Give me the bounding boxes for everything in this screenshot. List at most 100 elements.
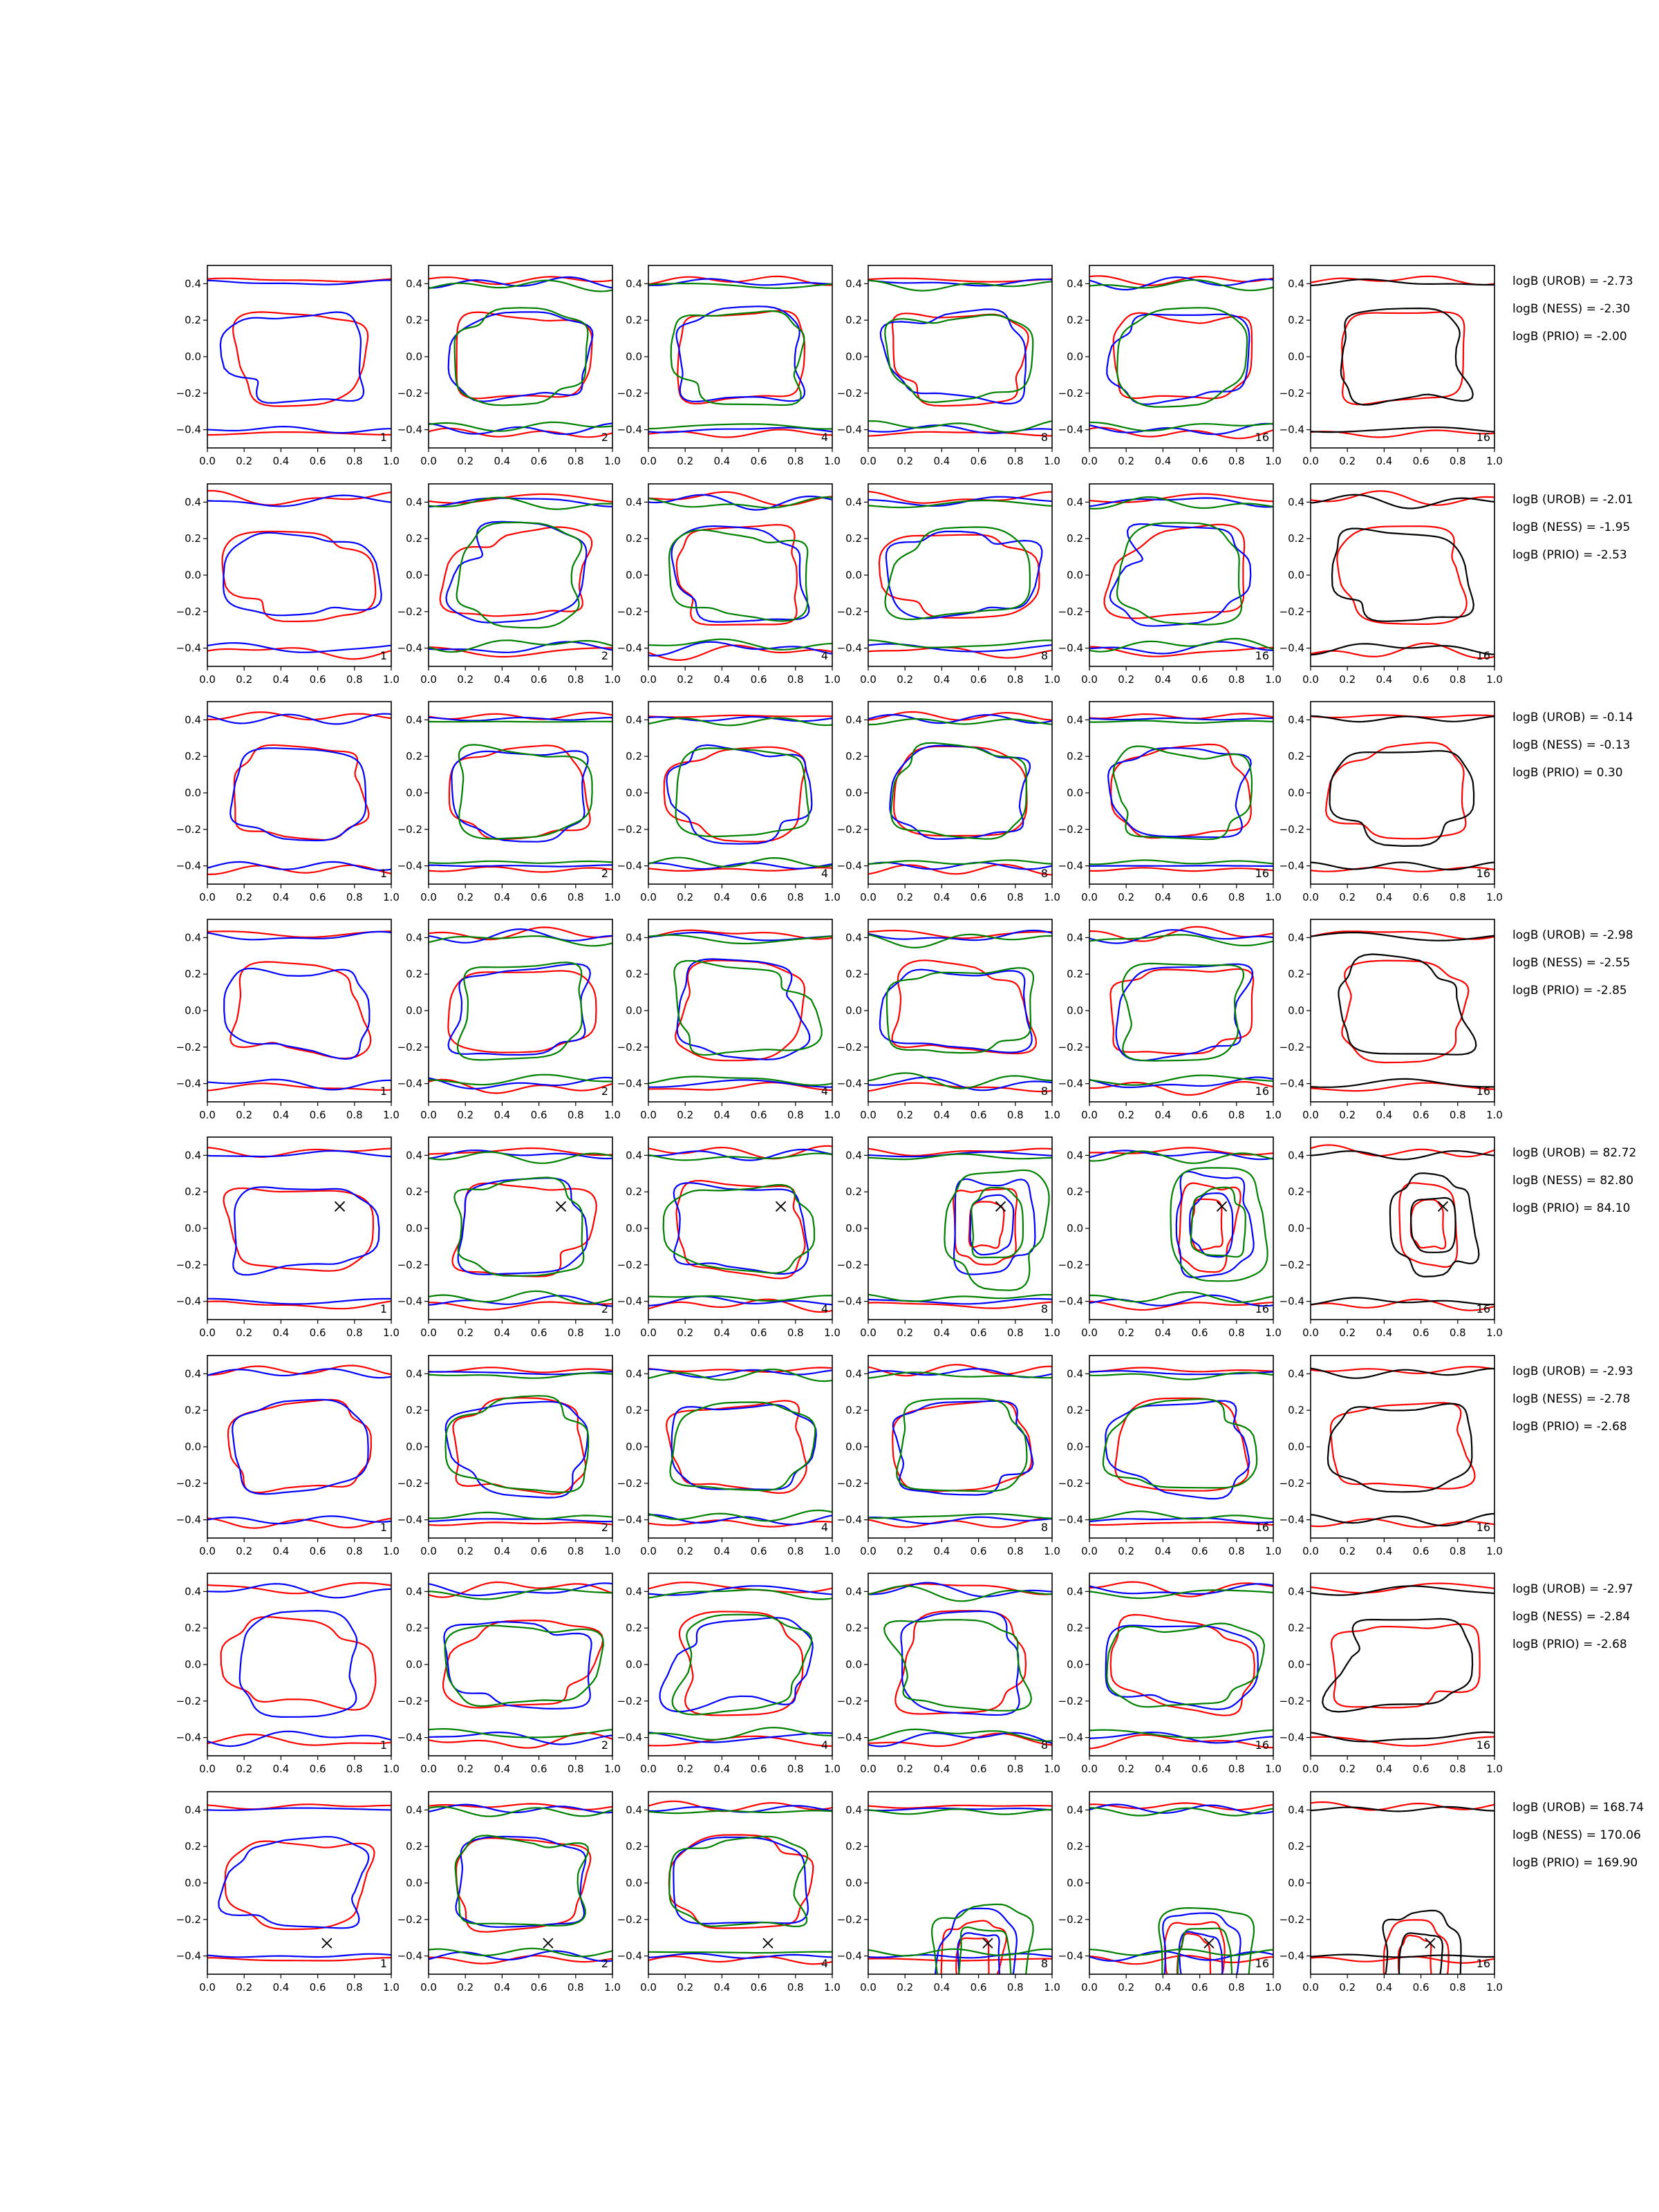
x-tick-label: 1.0	[1044, 1763, 1060, 1775]
x-tick-label: 0.4	[713, 891, 730, 903]
y-tick-label: 0.2	[185, 1622, 201, 1634]
x-tick-label: 0.8	[1228, 1109, 1245, 1121]
blue-contour	[885, 530, 1043, 619]
panel-r5-c5: 0.0 0.2 0.4 0.6 0.8 1.0 0.4 0.2 0.0 −0.2 −0.4 16	[1058, 1136, 1282, 1339]
x-tick-label: 1.0	[383, 455, 400, 467]
x-tick-label: 0.2	[236, 891, 252, 903]
x-tick-label: 0.4	[1376, 1981, 1392, 1994]
y-tick-label: −0.2	[837, 1041, 862, 1053]
panel-frame	[207, 1573, 392, 1756]
y-tick-label: 0.2	[406, 1622, 422, 1634]
red-contour	[232, 311, 369, 407]
x-tick-label: 1.0	[1265, 1981, 1282, 1994]
y-tick-label: 0.0	[185, 350, 201, 363]
y-tick-label: 0.4	[1288, 1367, 1304, 1380]
blue-contour	[969, 1194, 1015, 1256]
x-tick-label: 0.2	[677, 1981, 693, 1994]
x-tick-label: 0.8	[346, 891, 363, 903]
x-tick-label: 0.6	[310, 455, 326, 467]
logb-stat: logB (UROB) = -0.14	[1512, 711, 1633, 724]
x-tick-label: 0.6	[531, 1763, 547, 1775]
x-tick-label: 1.0	[383, 1545, 400, 1557]
green-contour	[1089, 720, 1273, 724]
red-contour	[940, 1920, 1007, 1974]
x-tick-label: 0.6	[971, 673, 987, 686]
blue-contour	[207, 1368, 391, 1379]
y-tick-label: −0.2	[837, 387, 862, 400]
x-tick-label: 0.0	[199, 1545, 216, 1557]
x-tick-label: 0.4	[494, 1763, 510, 1775]
panel-r3-c6: 0.0 0.2 0.4 0.6 0.8 1.0 0.4 0.2 0.0 −0.2 −0.4 16	[1280, 701, 1503, 903]
blue-contour	[207, 279, 391, 285]
x-tick-label: 1.0	[383, 891, 400, 903]
y-tick-label: −0.2	[176, 1041, 201, 1053]
true-value-marker	[334, 1201, 346, 1212]
x-tick-label: 0.0	[640, 1981, 657, 1994]
red-contour	[227, 1398, 372, 1494]
x-tick-label: 0.4	[494, 1545, 510, 1557]
x-tick-label: 1.0	[1265, 1109, 1282, 1121]
panel-r5-c1: 0.0 0.2 0.4 0.6 0.8 1.0 0.4 0.2 0.0 −0.2 −0.4 1	[176, 1136, 400, 1339]
y-tick-label: −0.4	[1280, 1732, 1304, 1744]
y-tick-label: 0.2	[1067, 1840, 1083, 1853]
panel-label: 4	[821, 649, 828, 662]
red-contour	[868, 1732, 1052, 1747]
x-tick-label: 1.0	[1044, 891, 1060, 903]
x-tick-label: 0.8	[346, 673, 363, 686]
x-tick-label: 0.6	[751, 673, 767, 686]
x-tick-label: 0.8	[1450, 1109, 1466, 1121]
blue-contour	[868, 861, 1052, 870]
y-tick-label: −0.2	[176, 1259, 201, 1271]
blue-contour	[429, 1518, 612, 1523]
blue-contour	[957, 1932, 1000, 1974]
blue-contour	[429, 641, 612, 653]
blue-contour	[232, 1398, 369, 1495]
blue-contour	[1089, 717, 1273, 721]
blue-contour	[868, 713, 1052, 724]
green-contour	[454, 1835, 590, 1927]
x-tick-label: 0.0	[1302, 1981, 1319, 1994]
x-tick-label: 0.6	[1192, 673, 1208, 686]
blue-contour	[207, 1515, 391, 1525]
red-contour	[1311, 275, 1494, 286]
x-tick-label: 0.2	[897, 1545, 913, 1557]
y-tick-label: 0.0	[1067, 1441, 1083, 1453]
x-tick-label: 1.0	[604, 673, 621, 686]
x-tick-label: 0.0	[420, 1327, 437, 1339]
x-tick-label: 1.0	[604, 1327, 621, 1339]
x-tick-label: 0.4	[1154, 1763, 1171, 1775]
red-contour	[1311, 1736, 1494, 1747]
green-contour	[868, 1585, 1052, 1602]
black-contour	[1311, 1367, 1494, 1379]
blue-contour	[648, 1732, 832, 1743]
y-tick-label: 0.0	[845, 569, 862, 581]
y-tick-label: −0.4	[176, 424, 201, 436]
x-tick-label: 0.6	[310, 1327, 326, 1339]
panel-r5-c3: 0.0 0.2 0.4 0.6 0.8 1.0 0.4 0.2 0.0 −0.2 −0.4 4	[617, 1136, 841, 1339]
x-tick-label: 0.2	[677, 1327, 693, 1339]
panel-frame	[1310, 701, 1495, 885]
panel-label: 1	[380, 1302, 387, 1315]
black-contour	[1340, 307, 1474, 406]
red-contour	[1341, 959, 1470, 1064]
red-contour	[456, 311, 593, 400]
x-tick-label: 0.8	[787, 673, 804, 686]
green-contour	[429, 935, 612, 947]
y-tick-label: 0.4	[1288, 713, 1304, 726]
panel-frame	[648, 483, 833, 667]
x-tick-label: 0.8	[1007, 1109, 1024, 1121]
x-tick-label: 1.0	[604, 1109, 621, 1121]
y-tick-label: 0.4	[185, 1585, 201, 1597]
y-tick-label: 0.2	[1288, 750, 1304, 762]
x-tick-label: 0.2	[897, 455, 913, 467]
green-contour	[868, 1153, 1052, 1161]
red-contour	[955, 1937, 990, 1974]
green-contour	[429, 1728, 612, 1738]
panel-r1-c2: 0.0 0.2 0.4 0.6 0.8 1.0 0.4 0.2 0.0 −0.2 −0.4 2	[397, 265, 621, 467]
y-tick-label: 0.0	[406, 1658, 422, 1671]
green-contour	[1089, 859, 1273, 865]
panel-frame	[1089, 701, 1274, 885]
green-contour	[1089, 1948, 1273, 1956]
y-tick-label: −0.2	[397, 606, 422, 618]
blue-contour	[429, 422, 612, 435]
